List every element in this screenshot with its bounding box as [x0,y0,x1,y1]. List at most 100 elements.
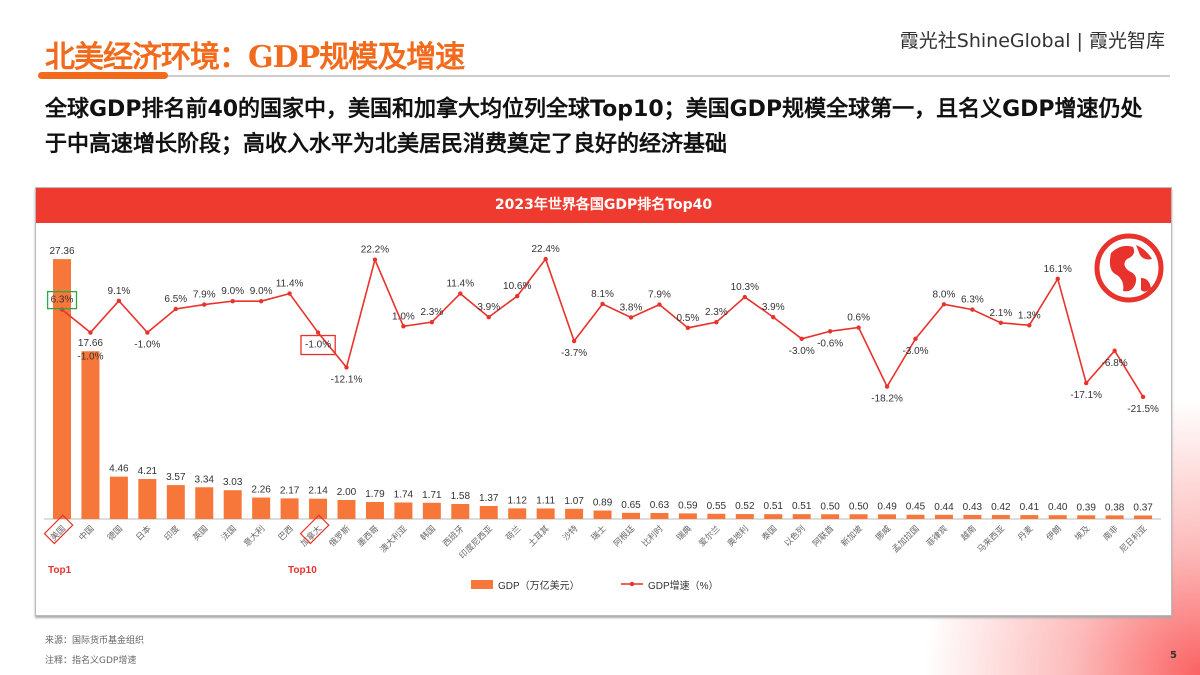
category-label: 印度 [162,523,181,542]
gdp-bar [337,500,356,519]
category-label: 尼日利亚 [1117,523,1148,554]
gdp-bar [166,485,185,519]
growth-point [685,325,691,331]
growth-value-label: -12.1% [331,374,363,385]
gdp-value-label: 1.07 [564,496,584,507]
growth-value-label: 8.0% [933,289,956,300]
growth-point [600,301,605,307]
chart-panel: 2023年世界各国GDP排名Top40 27.36 美国 17.66 中国 4.46 德国… [35,187,1172,616]
gdp-bar [365,501,384,519]
category-label: 中国 [77,523,96,542]
gdp-bar [906,514,925,519]
gdp-bar [963,514,982,519]
gdp-value-label: 0.45 [906,502,926,513]
gdp-bar [195,487,214,519]
category-label: 越南 [959,523,978,542]
gdp-bar [878,514,897,519]
growth-value-label: 3.9% [762,302,785,313]
gdp-value-label: 1.74 [394,489,414,500]
growth-value-label: 11.4% [276,279,304,290]
growth-value-label: 9.1% [108,286,131,297]
growth-point [571,338,577,344]
category-label: 马来西亚 [975,523,1006,554]
growth-point [258,298,264,304]
growth-point [486,314,491,320]
category-label: 瑞士 [589,523,608,542]
gdp-value-label: 0.89 [593,498,613,509]
growth-value-label: 1.3% [1018,310,1041,321]
growth-point [116,298,122,304]
gdp-value-label: 0.51 [764,501,784,512]
growth-value-label: 6.5% [164,294,187,305]
growth-point [1140,394,1146,400]
gdp-bar [309,498,328,519]
gdp-value-label: 0.65 [621,500,641,511]
category-label: 西班牙 [441,523,466,548]
gdp-value-label: 2.00 [337,487,357,498]
gdp-bar [593,510,612,519]
growth-value-label: 9.0% [250,286,273,297]
gdp-bar [991,515,1010,519]
growth-value-label: -1.0% [77,352,103,363]
gdp-bar [650,513,669,519]
legend-growth-label: GDP增速（%） [648,579,719,592]
category-label: 瑞典 [674,523,693,542]
gdp-bar [508,508,527,519]
growth-value-label: -6.8% [1102,358,1128,369]
growth-point [458,291,463,296]
growth-value-label: -1.0% [305,340,331,351]
category-highlight [43,514,74,545]
gdp-value-label: 0.63 [650,500,670,511]
gdp-value-label: 27.36 [49,246,74,257]
page-title: 北美经济环境：GDP规模及增速 [45,40,465,75]
growth-value-label: 7.9% [648,290,671,301]
growth-point [287,291,292,296]
growth-point [145,330,150,335]
title-accent-bar [38,72,168,79]
gdp-value-label: 3.57 [166,472,186,483]
gdp-value-label: 4.46 [109,464,129,475]
category-label: 奥地利 [725,523,750,548]
gdp-value-label: 1.12 [507,495,527,506]
category-label: 澳大利亚 [378,523,409,554]
gdp-value-label: 0.52 [735,501,755,512]
gdp-value-label: 0.51 [792,501,812,512]
category-label: 德国 [105,523,124,542]
category-label: 伊朗 [1044,523,1063,542]
category-label: 俄罗斯 [327,523,352,548]
growth-point [799,336,804,342]
gdp-bar [849,514,868,519]
gdp-value-label: 17.66 [78,338,103,349]
gdp-bar [479,505,498,519]
growth-point [88,330,93,335]
gdp-value-label: 0.40 [1048,502,1068,513]
category-label: 阿根廷 [611,523,636,548]
gdp-value-label: 0.38 [1105,502,1125,513]
category-label: 沙特 [560,523,579,542]
gdp-value-label: 0.55 [707,501,727,512]
growth-point [315,330,321,335]
gdp-value-label: 1.79 [365,489,385,500]
gdp-bar [1105,515,1124,519]
category-label: 菲律宾 [924,523,949,548]
growth-value-label: -3.7% [561,348,587,359]
growth-value-label: -3.0% [789,346,815,357]
source-note: 来源：国际货币基金组织 [45,636,145,646]
gdp-value-label: 1.71 [422,490,442,501]
gdp-value-label: 0.59 [678,500,698,511]
category-label: 孟加拉国 [890,523,921,554]
chart-title: 2023年世界各国GDP排名Top40 [36,188,1171,223]
growth-value-label: 1.0% [392,311,415,322]
growth-value-label: 2.3% [705,307,728,318]
gdp-bar [1020,515,1039,519]
page-number: 5 [1170,650,1177,661]
growth-value-label: 2.1% [989,308,1012,319]
growth-value-label: 16.1% [1044,264,1072,275]
gdp-bar [451,503,470,519]
growth-point [1027,323,1032,328]
growth-point [771,314,776,320]
growth-point [173,306,178,312]
gdp-chart: 27.36美国17.66中国4.46德国4.21日本3.57印度3.34英国3.… [43,233,1164,592]
gdp-bar [792,514,811,519]
gdp-value-label: 1.11 [536,495,555,506]
